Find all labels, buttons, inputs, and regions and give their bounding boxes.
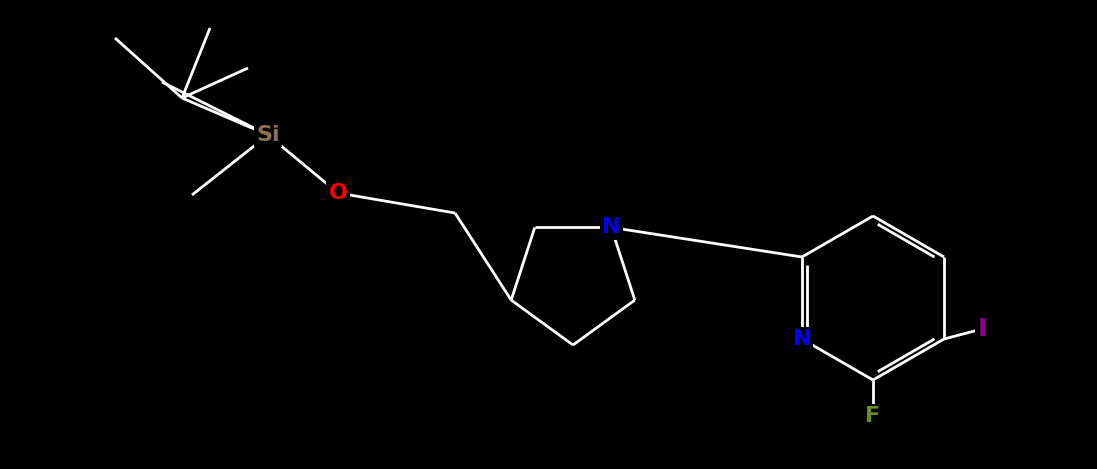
Text: O: O (328, 183, 348, 203)
Text: N: N (793, 329, 812, 349)
Text: F: F (866, 406, 881, 426)
Text: N: N (602, 218, 621, 237)
Text: I: I (977, 317, 986, 341)
Text: Si: Si (257, 125, 280, 145)
